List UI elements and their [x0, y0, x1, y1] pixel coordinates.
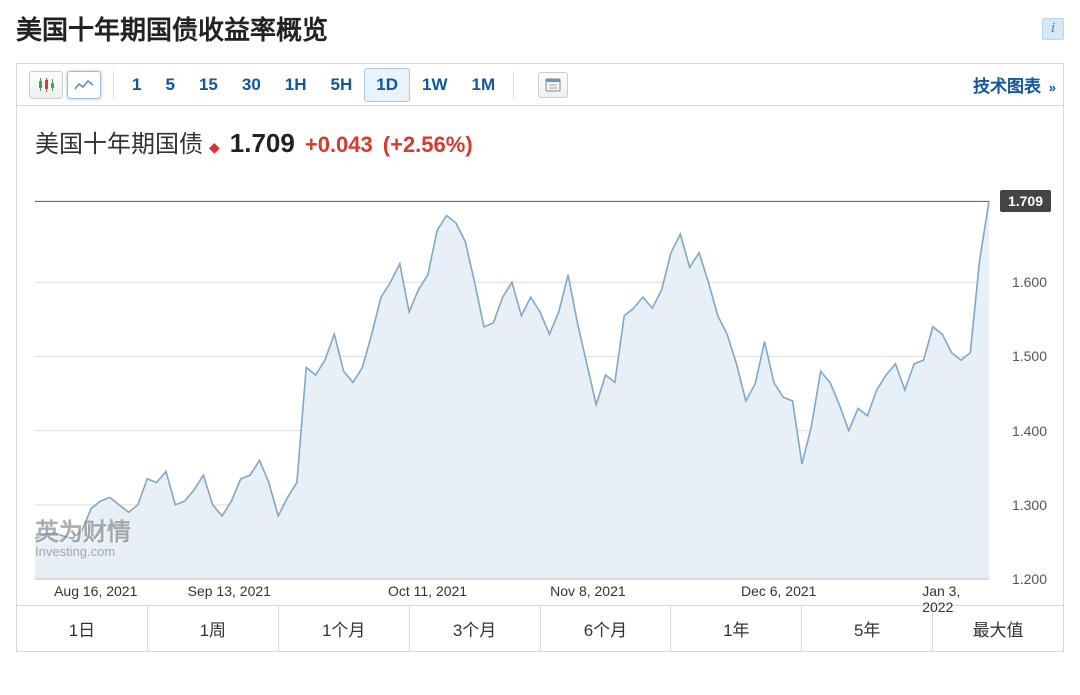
y-axis-label: 1.600 — [1012, 274, 1047, 290]
area-chart-svg — [29, 165, 1051, 605]
instrument-header: 美国十年期国债 ◆ 1.709 +0.043 (+2.56%) — [17, 106, 1063, 159]
watermark-brand: 英为财情 — [35, 520, 131, 545]
x-axis-label: Dec 6, 2021 — [741, 583, 817, 599]
period-item[interactable]: 6个月 — [541, 606, 672, 651]
timeframe-1H[interactable]: 1H — [273, 69, 319, 101]
info-icon[interactable]: i — [1042, 18, 1064, 40]
y-axis-label: 1.200 — [1012, 571, 1047, 587]
y-axis-label: 1.500 — [1012, 348, 1047, 364]
instrument-name: 美国十年期国债 — [35, 124, 203, 159]
watermark: 英为财情 Investing.com — [35, 520, 131, 559]
live-indicator-icon: ◆ — [209, 139, 220, 156]
chart-type-group — [23, 71, 107, 99]
divider — [513, 71, 514, 99]
area-chart-button[interactable] — [67, 71, 101, 99]
timeframe-1D[interactable]: 1D — [364, 68, 410, 102]
timeframe-1M[interactable]: 1M — [459, 69, 507, 101]
divider — [113, 71, 114, 99]
period-item[interactable]: 5年 — [802, 606, 933, 651]
timeframe-1W[interactable]: 1W — [410, 69, 460, 101]
price-change: +0.043 — [305, 132, 373, 158]
x-axis-labels: Aug 16, 2021 Sep 13, 2021 Oct 11, 2021 Nov … — [29, 583, 991, 605]
page-title: 美国十年期国债收益率概览 — [16, 10, 328, 47]
chevron-right-icon: » — [1049, 80, 1053, 95]
timeframe-30[interactable]: 30 — [230, 69, 273, 101]
last-price-badge: 1.709 — [1000, 190, 1051, 212]
x-axis-label: Nov 8, 2021 — [550, 583, 626, 599]
period-item[interactable]: 3个月 — [410, 606, 541, 651]
x-axis-label: Aug 16, 2021 — [54, 583, 137, 599]
timeframe-15[interactable]: 15 — [187, 69, 230, 101]
period-bar: 1日1周1个月3个月6个月1年5年最大值 — [17, 605, 1063, 651]
period-item[interactable]: 1日 — [17, 606, 148, 651]
chart-area[interactable]: 英为财情 Investing.com 1.200 1.300 1.400 1.500 1… — [29, 165, 1051, 605]
y-axis-label: 1.300 — [1012, 497, 1047, 513]
calendar-button[interactable] — [538, 72, 568, 98]
price-change-pct: (+2.56%) — [383, 132, 473, 158]
period-item[interactable]: 1年 — [671, 606, 802, 651]
timeframe-group: 1515301H5H1D1W1M — [120, 68, 507, 102]
x-axis-label: Jan 3, 2022 — [922, 583, 991, 615]
y-axis-label: 1.400 — [1012, 423, 1047, 439]
technical-chart-label: 技术图表 — [973, 77, 1041, 96]
period-item[interactable]: 1周 — [148, 606, 279, 651]
page-header: 美国十年期国债收益率概览 i — [0, 0, 1080, 55]
watermark-site: Investing.com — [35, 545, 131, 559]
candlestick-chart-button[interactable] — [29, 71, 63, 99]
timeframe-5H[interactable]: 5H — [319, 69, 365, 101]
last-price: 1.709 — [230, 128, 295, 159]
x-axis-label: Sep 13, 2021 — [188, 583, 271, 599]
technical-chart-link[interactable]: 技术图表 » — [973, 72, 1053, 97]
timeframe-1[interactable]: 1 — [120, 69, 153, 101]
x-axis-label: Oct 11, 2021 — [388, 583, 467, 599]
chart-panel: 1515301H5H1D1W1M 技术图表 » 美国十年期国债 ◆ 1.709 … — [16, 63, 1064, 652]
timeframe-5[interactable]: 5 — [153, 69, 186, 101]
chart-toolbar: 1515301H5H1D1W1M 技术图表 » — [17, 64, 1063, 106]
period-item[interactable]: 1个月 — [279, 606, 410, 651]
